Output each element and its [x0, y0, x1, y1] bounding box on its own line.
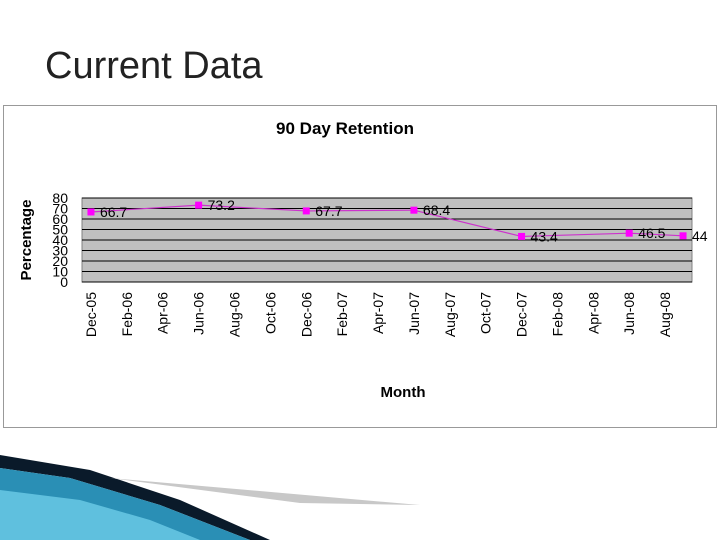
point [625, 229, 633, 237]
x-tick-label: Feb-06 [119, 292, 135, 337]
x-tick-label: Apr-07 [370, 292, 386, 334]
data-label: 66.7 [100, 204, 127, 220]
x-tick-label: Jun-07 [406, 292, 422, 335]
y-tick-label: 80 [52, 190, 68, 206]
y-tick-label: 30 [52, 243, 68, 259]
x-tick-label: Apr-08 [585, 292, 601, 334]
data-label: 68.4 [423, 202, 450, 218]
data-label: 44 [692, 228, 708, 244]
x-tick-label: Aug-08 [657, 292, 673, 337]
x-tick-label: Dec-06 [298, 292, 314, 337]
data-label: 73.2 [208, 197, 235, 213]
x-tick-label: Dec-07 [514, 292, 530, 337]
chart-title: 90 Day Retention [276, 119, 414, 138]
line-segment [413, 209, 522, 238]
y-tick-label: 20 [52, 253, 68, 269]
x-tick-label: Oct-06 [262, 292, 278, 334]
x-tick-label: Aug-06 [227, 292, 243, 337]
x-tick-label: Apr-06 [155, 292, 171, 334]
point [302, 207, 310, 215]
point [195, 201, 203, 209]
x-tick-label: Dec-05 [83, 292, 99, 337]
point [410, 206, 418, 214]
point [679, 232, 687, 240]
x-tick-label: Aug-07 [442, 292, 458, 337]
x-tick-label: Jun-06 [191, 292, 207, 335]
decoration [0, 455, 420, 540]
x-tick-label: Feb-07 [334, 292, 350, 337]
point [518, 232, 526, 240]
x-tick-label: Jun-08 [621, 292, 637, 335]
x-tick-label: Oct-07 [478, 292, 494, 334]
y-tick-label: 40 [52, 232, 68, 248]
line-segment [198, 204, 307, 212]
line-segment [629, 232, 684, 237]
line-segment [306, 209, 414, 212]
y-tick-label: 60 [52, 211, 68, 227]
data-label: 67.7 [315, 203, 342, 219]
y-tick-label: 10 [52, 264, 68, 280]
x-tick-label: Feb-08 [549, 292, 565, 337]
line-segment [90, 204, 199, 213]
x-axis-title: Month [381, 384, 426, 401]
slide-title: Current Data [45, 45, 263, 87]
y-tick-label: 50 [52, 222, 68, 238]
data-label: 46.5 [638, 225, 665, 241]
line-segment [521, 232, 630, 238]
y-tick-label: 0 [60, 274, 68, 290]
point [87, 208, 95, 216]
y-tick-label: 70 [52, 201, 68, 217]
y-axis-title: Percentage [18, 200, 35, 281]
data-label: 43.4 [531, 228, 558, 244]
